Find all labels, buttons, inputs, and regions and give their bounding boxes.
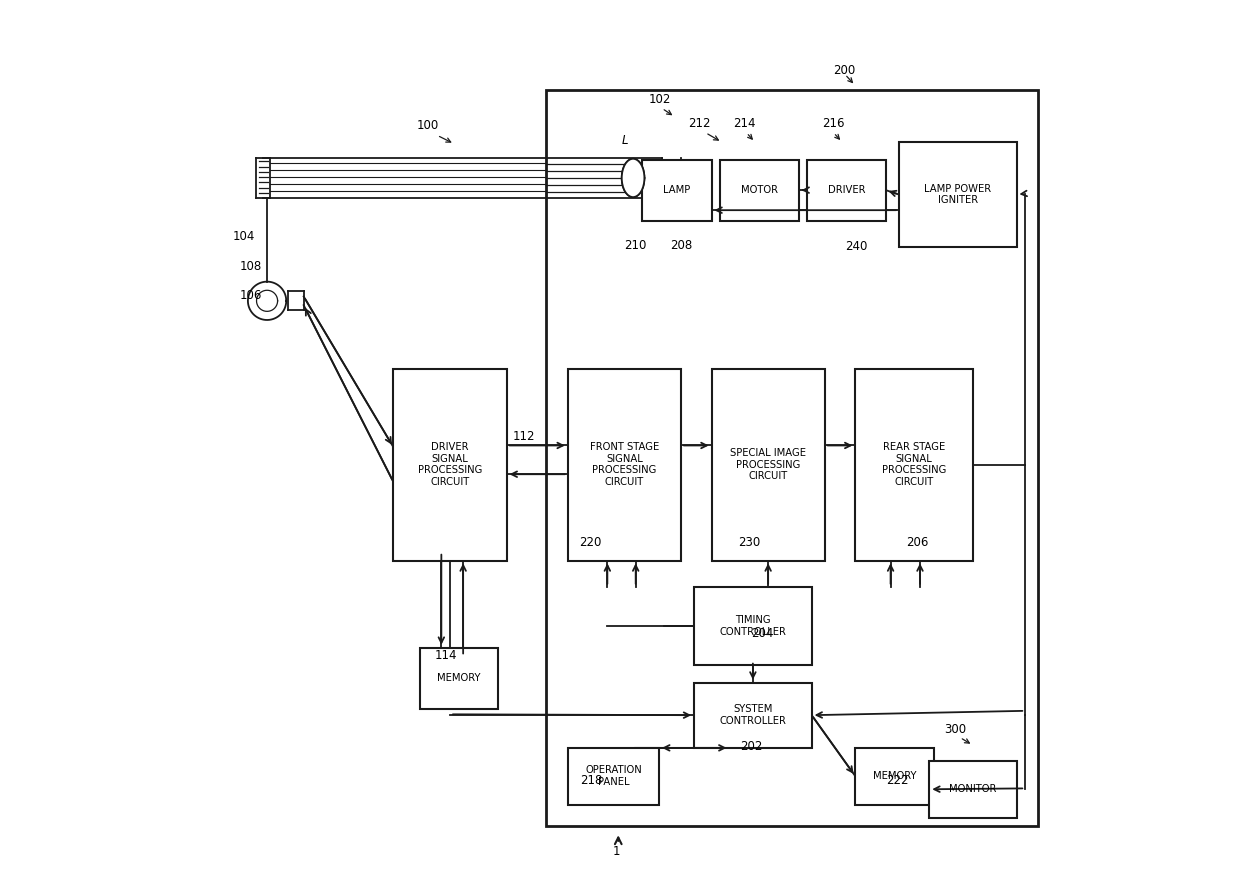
Text: 112: 112 [513,431,536,443]
Text: 108: 108 [239,260,262,274]
Text: 200: 200 [833,64,856,77]
FancyBboxPatch shape [856,748,934,804]
Text: SYSTEM
CONTROLLER: SYSTEM CONTROLLER [719,704,786,726]
FancyBboxPatch shape [546,90,1038,826]
FancyBboxPatch shape [393,369,507,560]
Ellipse shape [621,159,645,197]
FancyBboxPatch shape [720,160,799,221]
FancyBboxPatch shape [694,587,812,665]
FancyBboxPatch shape [807,160,885,221]
Text: 104: 104 [232,230,254,243]
Text: 206: 206 [906,536,929,549]
FancyBboxPatch shape [694,682,812,748]
FancyBboxPatch shape [712,369,825,560]
FancyBboxPatch shape [419,647,498,709]
Text: 100: 100 [417,119,439,132]
Text: LAMP: LAMP [663,185,691,196]
Text: 202: 202 [740,740,763,753]
FancyBboxPatch shape [856,369,973,560]
Text: SPECIAL IMAGE
PROCESSING
CIRCUIT: SPECIAL IMAGE PROCESSING CIRCUIT [730,448,806,481]
Text: 300: 300 [944,723,966,736]
Text: 204: 204 [750,627,773,640]
Text: DRIVER: DRIVER [828,185,866,196]
FancyBboxPatch shape [929,761,1017,817]
Text: 208: 208 [671,239,693,252]
Text: 212: 212 [688,118,711,131]
FancyBboxPatch shape [642,160,712,221]
Text: LAMP POWER
IGNITER: LAMP POWER IGNITER [924,183,991,205]
Text: 106: 106 [239,289,262,302]
Text: MONITOR: MONITOR [950,784,997,795]
Text: TIMING
CONTROLLER: TIMING CONTROLLER [719,615,786,637]
Text: MOTOR: MOTOR [742,185,777,196]
FancyBboxPatch shape [568,369,681,560]
Text: MEMORY: MEMORY [873,771,916,781]
Text: 218: 218 [580,774,603,787]
Text: 220: 220 [579,536,601,549]
Text: FRONT STAGE
SIGNAL
PROCESSING
CIRCUIT: FRONT STAGE SIGNAL PROCESSING CIRCUIT [590,442,658,487]
Text: 216: 216 [822,118,844,131]
FancyBboxPatch shape [899,142,1017,246]
FancyBboxPatch shape [568,748,660,804]
Text: 1: 1 [613,845,620,858]
Text: 240: 240 [844,240,867,253]
Text: 214: 214 [733,118,756,131]
Text: MEMORY: MEMORY [436,674,481,683]
Text: 102: 102 [649,93,671,106]
Text: 222: 222 [885,774,908,787]
Text: 210: 210 [625,239,647,252]
Text: OPERATION
PANEL: OPERATION PANEL [585,766,642,787]
Text: 114: 114 [434,649,456,662]
Text: 230: 230 [738,536,760,549]
Text: L: L [621,134,629,147]
Text: DRIVER
SIGNAL
PROCESSING
CIRCUIT: DRIVER SIGNAL PROCESSING CIRCUIT [418,442,482,487]
Text: REAR STAGE
SIGNAL
PROCESSING
CIRCUIT: REAR STAGE SIGNAL PROCESSING CIRCUIT [882,442,946,487]
